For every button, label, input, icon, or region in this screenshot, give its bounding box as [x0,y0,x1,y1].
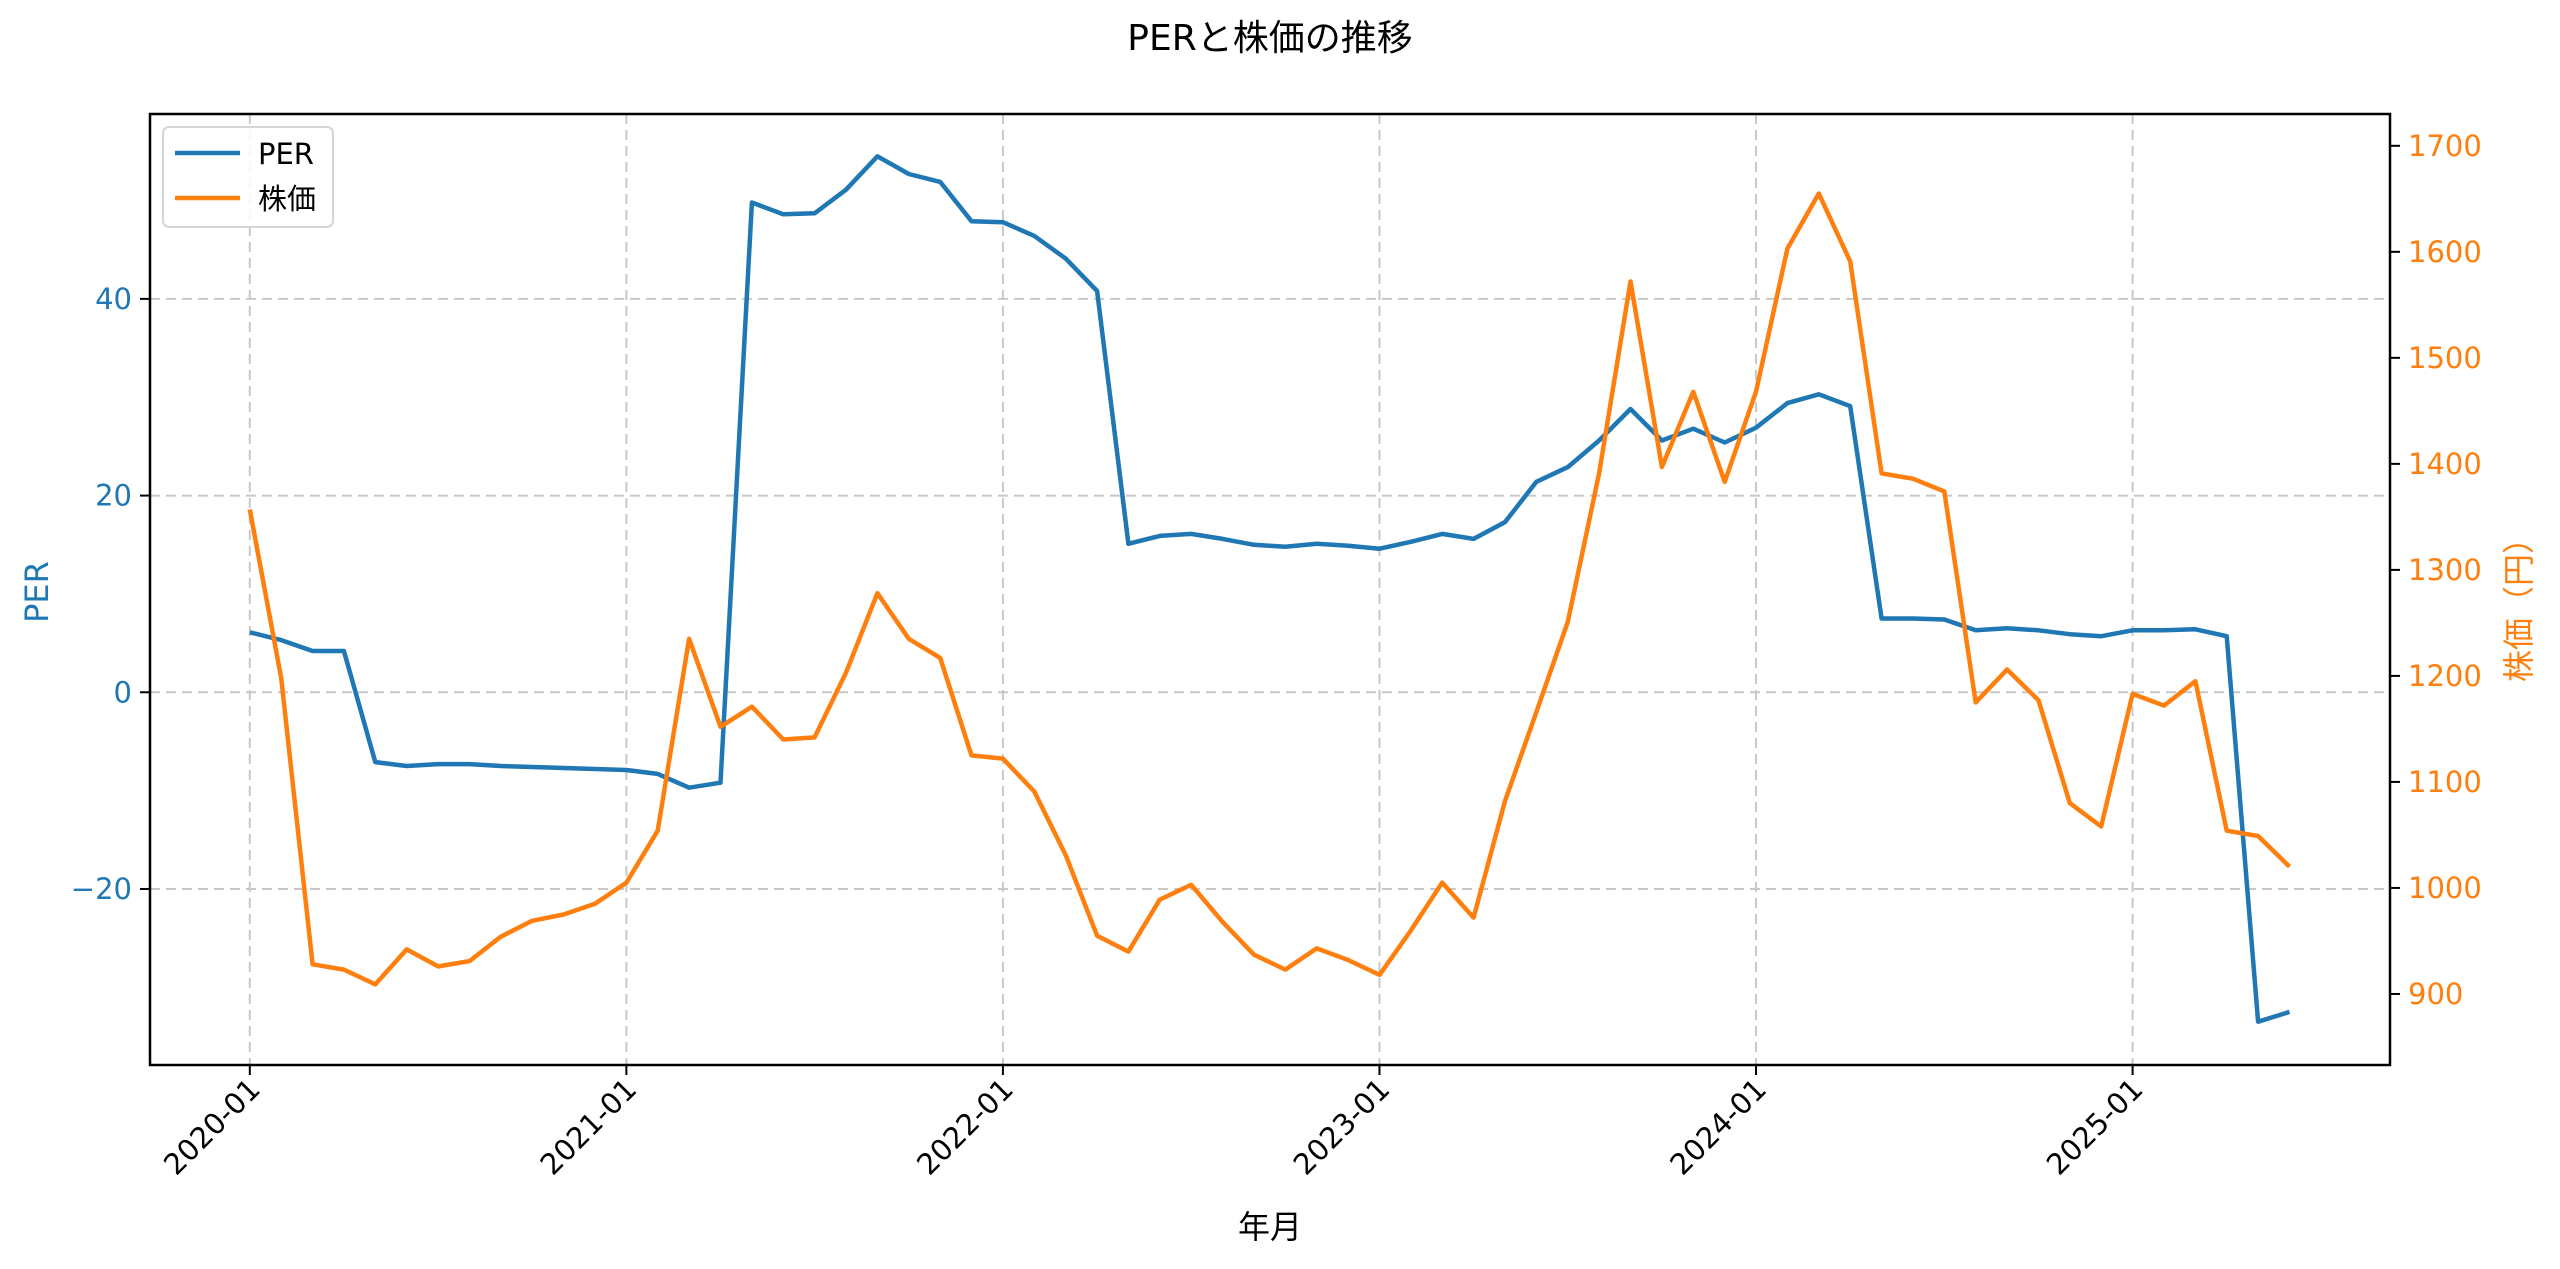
right-tick-label: 1000 [2408,871,2482,905]
x-tick-label: 2022-01 [910,1072,1020,1182]
right-tick-label: 1400 [2408,447,2482,481]
legend-label-per: PER [258,137,314,171]
right-tick-label: 900 [2408,977,2463,1011]
x-tick-label: 2021-01 [534,1072,644,1182]
series-lines [247,154,2292,1024]
left-tick-label: −20 [71,872,132,906]
x-axis: 2020-01 2021-01 2022-01 2023-01 2024-01 2025-… [157,1065,2150,1182]
legend-label-price: 株価 [258,182,316,216]
left-axis-label: PER [18,561,56,623]
per-line [249,154,2291,1024]
right-tick-label: 1300 [2408,553,2482,587]
x-tick-label: 2020-01 [157,1072,267,1182]
right-tick-label: 1100 [2408,765,2482,799]
right-axis-label: 株価（円） [2500,522,2538,682]
x-tick-label: 2024-01 [1663,1072,1773,1182]
x-tick-label: 2023-01 [1287,1072,1397,1182]
right-tick-label: 1500 [2408,341,2482,375]
chart-title: PERと株価の推移 [1127,18,1412,59]
left-tick-label: 0 [114,675,132,709]
left-y-axis: −20 0 20 40 [71,282,150,906]
right-tick-label: 1200 [2408,659,2482,693]
legend: PER 株価 [162,126,334,228]
right-y-axis: 900 1000 1100 1200 1300 1400 1500 1600 1700 [2390,129,2482,1011]
x-axis-label: 年月 [1238,1208,1302,1246]
grid-lines [150,114,2390,1065]
left-tick-label: 20 [95,479,132,513]
right-tick-label: 1600 [2408,235,2482,269]
price-line [247,191,2292,987]
plot-frame [148,112,2392,1067]
left-tick-label: 40 [95,282,132,316]
right-tick-label: 1700 [2408,129,2482,163]
x-tick-label: 2025-01 [2040,1072,2150,1182]
